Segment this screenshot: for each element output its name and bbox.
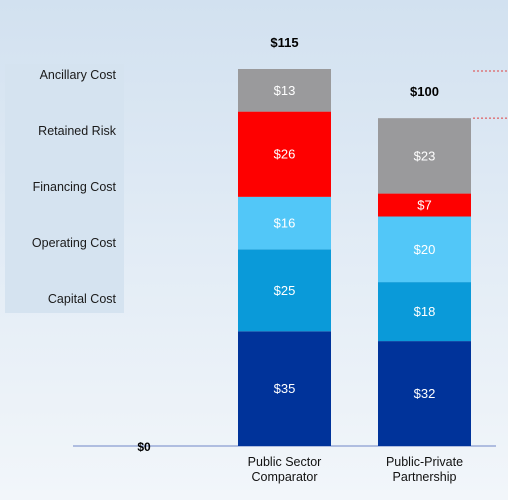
data-label: $23 bbox=[414, 148, 436, 163]
data-label: $13 bbox=[274, 83, 296, 98]
total-label: $115 bbox=[270, 35, 298, 50]
data-label: $16 bbox=[274, 216, 296, 231]
bar-segment-financing-cost-1 bbox=[378, 216, 471, 283]
legend-item-capital-cost: Capital Cost bbox=[47, 292, 116, 306]
legend-item-ancillary-cost: Ancillary Cost bbox=[39, 68, 116, 82]
data-label: $25 bbox=[274, 283, 296, 298]
bar-segment-retained-risk-1 bbox=[378, 193, 471, 217]
legend-item-financing-cost: Financing Cost bbox=[32, 180, 116, 194]
bar-segment-operating-cost-0 bbox=[238, 249, 331, 332]
bar-segment-financing-cost-0 bbox=[238, 196, 331, 250]
bar-segment-retained-risk-0 bbox=[238, 111, 331, 197]
data-label: $35 bbox=[274, 381, 296, 396]
total-label: $100 bbox=[410, 84, 439, 99]
legend bbox=[5, 64, 124, 313]
bar-segment-ancillary-cost-1 bbox=[378, 118, 471, 194]
data-label: $20 bbox=[414, 242, 436, 257]
category-label: Public Sector Comparator bbox=[247, 455, 322, 484]
data-label: $18 bbox=[414, 304, 436, 319]
zero-label: $0 bbox=[137, 440, 151, 454]
data-label: $7 bbox=[417, 198, 431, 213]
bar-segment-operating-cost-1 bbox=[378, 282, 471, 342]
legend-item-retained-risk: Retained Risk bbox=[38, 124, 116, 138]
legend-item-operating-cost: Operating Cost bbox=[31, 236, 116, 250]
data-label: $26 bbox=[274, 147, 296, 162]
data-label: $32 bbox=[414, 386, 436, 401]
bar-segment-capital-cost-0 bbox=[238, 331, 331, 446]
bar-segment-ancillary-cost-0 bbox=[238, 69, 331, 112]
bar-segment-capital-cost-1 bbox=[378, 341, 471, 446]
category-label: Public-Private Partnership bbox=[385, 455, 464, 484]
